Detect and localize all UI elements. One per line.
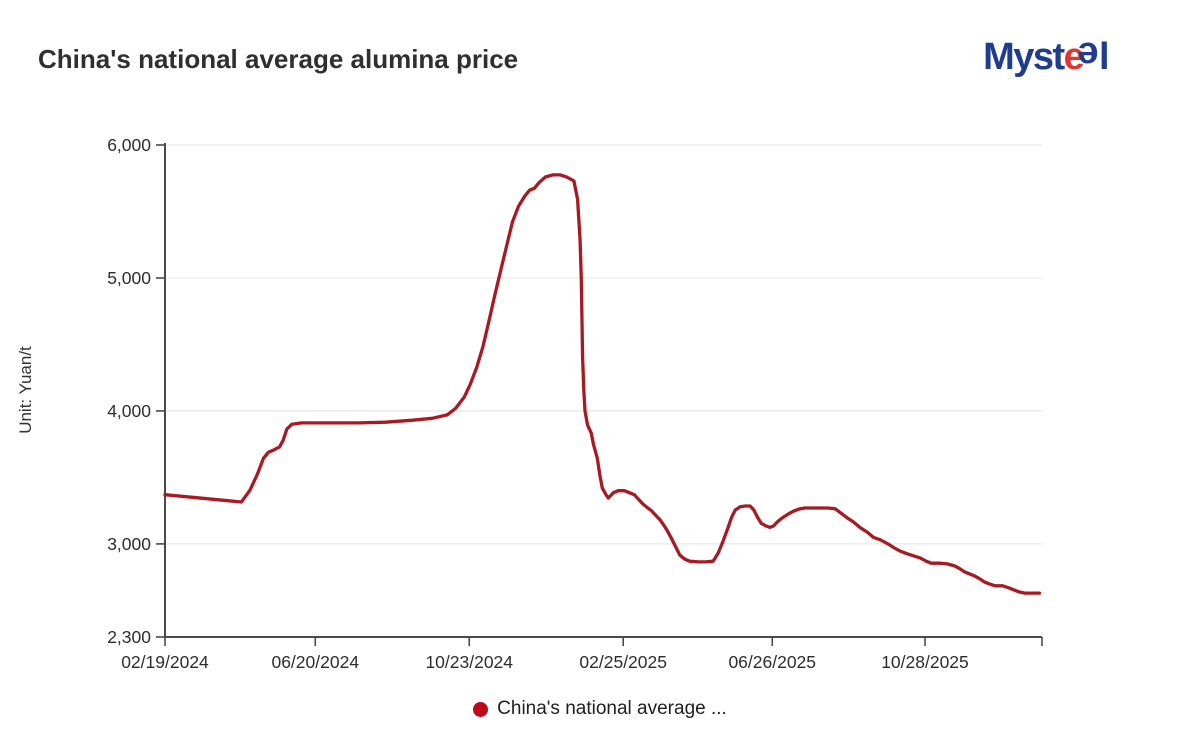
y-tick-label-2300: 2,300	[107, 627, 151, 647]
logo-letter-l: l	[1098, 36, 1110, 78]
x-tick-label-10/23/2024: 10/23/2024	[425, 652, 513, 672]
x-tick-label-02/25/2025: 02/25/2025	[579, 652, 667, 672]
x-tick-label-06/26/2025: 06/26/2025	[728, 652, 816, 672]
legend-item-national-average[interactable]: China's national average ...	[0, 698, 1200, 720]
y-tick-label-5000: 5,000	[107, 268, 151, 288]
logo-letter-e-red: e	[1063, 36, 1085, 78]
y-tick-label-4000: 4,000	[107, 401, 151, 421]
y-tick-label-6000: 6,000	[107, 135, 151, 155]
y-axis-unit-label: Unit: Yuan/t	[16, 346, 35, 434]
x-tick-label-10/28/2025: 10/28/2025	[881, 652, 969, 672]
mysteel-logo: Mysteel	[983, 34, 1110, 79]
logo-text-myst: Myst	[983, 36, 1065, 78]
series-line-0	[163, 173, 1042, 595]
y-tick-label-3000: 3,000	[107, 534, 151, 554]
x-tick-label-06/20/2024: 06/20/2024	[271, 652, 359, 672]
y-axis-title-wrap: Unit: Yuan/t	[8, 280, 44, 500]
x-tick-label-02/19/2024: 02/19/2024	[121, 652, 209, 672]
page-title: China's national average alumina price	[38, 44, 519, 74]
legend-label: China's national average ...	[497, 698, 727, 719]
legend-marker-icon	[473, 701, 489, 717]
